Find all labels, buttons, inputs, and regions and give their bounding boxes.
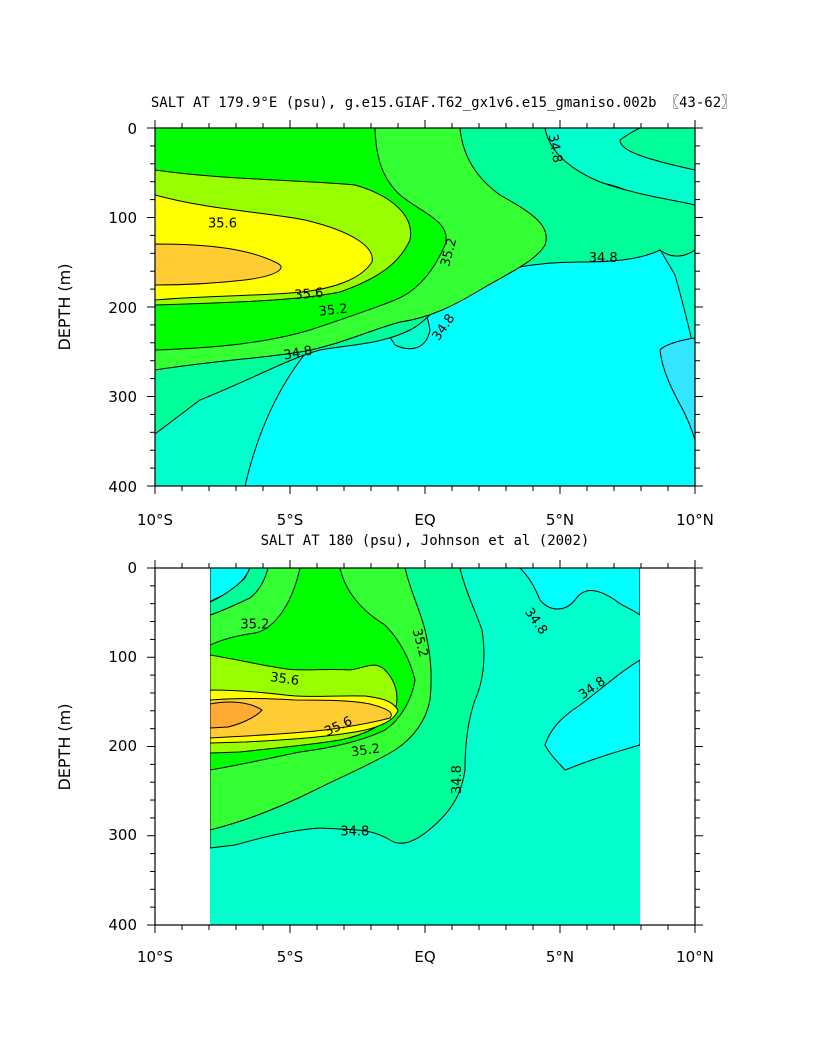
y-tick-label: 300 [108, 826, 137, 844]
y-tick-label: 200 [108, 299, 137, 317]
panel-bottom-title: SALT AT 180 (psu), Johnson et al (2002) [261, 533, 590, 549]
fill-fresh-topright [519, 568, 640, 616]
x-tick-label: 5°N [546, 511, 574, 529]
panel-bottom-y-tick-labels: 0 100 200 300 400 [108, 559, 137, 934]
panel-bottom-x-tick-labels: 10°S 5°S EQ 5°N 10°N [137, 948, 714, 966]
y-tick-label: 100 [108, 648, 137, 666]
y-tick-label: 0 [127, 559, 137, 577]
fill-band-36-0 [210, 701, 263, 729]
x-tick-label: 5°S [277, 948, 304, 966]
x-tick-label: 10°N [676, 948, 714, 966]
contour-label: 34.8 [589, 251, 618, 266]
panel-top-x-tick-labels: 10°S 5°S EQ 5°N 10°N [137, 511, 714, 529]
panel-top: SALT AT 179.9°E (psu), g.e15.GIAF.T62_gx… [55, 95, 735, 529]
panel-bottom-contour-fills [210, 568, 640, 925]
y-tick-label: 0 [127, 120, 137, 138]
x-tick-label: 10°S [137, 511, 173, 529]
panel-bottom-minor-ticks [147, 560, 703, 933]
panel-top-title: SALT AT 179.9°E (psu), g.e15.GIAF.T62_gx… [151, 95, 735, 111]
contour-label: 35.6 [269, 670, 300, 689]
x-tick-label: EQ [414, 948, 435, 966]
contour-label: 34.8 [545, 133, 565, 164]
contour-label: 35.2 [350, 742, 381, 761]
y-tick-label: 400 [108, 916, 137, 934]
fill-band-35-8 [155, 243, 282, 286]
panel-bottom: SALT AT 180 (psu), Johnson et al (2002) … [55, 533, 714, 966]
x-tick-label: 5°N [546, 948, 574, 966]
x-tick-label: 10°S [137, 948, 173, 966]
contour-label: 34.8 [340, 825, 369, 840]
y-tick-label: 100 [108, 209, 137, 227]
contour-label: 34.8 [283, 344, 314, 364]
contour-label: 35.6 [208, 216, 237, 231]
y-tick-label: 200 [108, 737, 137, 755]
panel-top-contour-labels: 35.635.635.234.835.234.834.834.8 [208, 133, 618, 363]
contour-label: 35.2 [438, 236, 460, 268]
x-tick-label: EQ [414, 511, 435, 529]
contour-label: 35.2 [409, 627, 431, 659]
panel-top-y-tick-labels: 0 100 200 300 400 [108, 120, 137, 496]
contour-label: 35.2 [240, 618, 269, 633]
panel-top-contour-fills [155, 128, 695, 486]
fill-high-right [659, 337, 695, 441]
panel-top-minor-ticks [147, 120, 703, 494]
y-tick-label: 400 [108, 478, 137, 496]
x-tick-label: 10°N [676, 511, 714, 529]
y-tick-label: 300 [108, 388, 137, 406]
contour-label: 35.2 [318, 302, 348, 320]
panel-bottom-contour-labels: 35.235.635.635.235.234.834.834.834.8 [240, 605, 608, 839]
panel-top-y-axis-label: DEPTH (m) [55, 263, 74, 350]
panel-bottom-y-axis-label: DEPTH (m) [55, 703, 74, 790]
contour-label: 34.8 [450, 765, 465, 794]
contour-label: 35.6 [294, 286, 324, 303]
fill-fresh-right [544, 659, 640, 771]
x-tick-label: 5°S [277, 511, 304, 529]
